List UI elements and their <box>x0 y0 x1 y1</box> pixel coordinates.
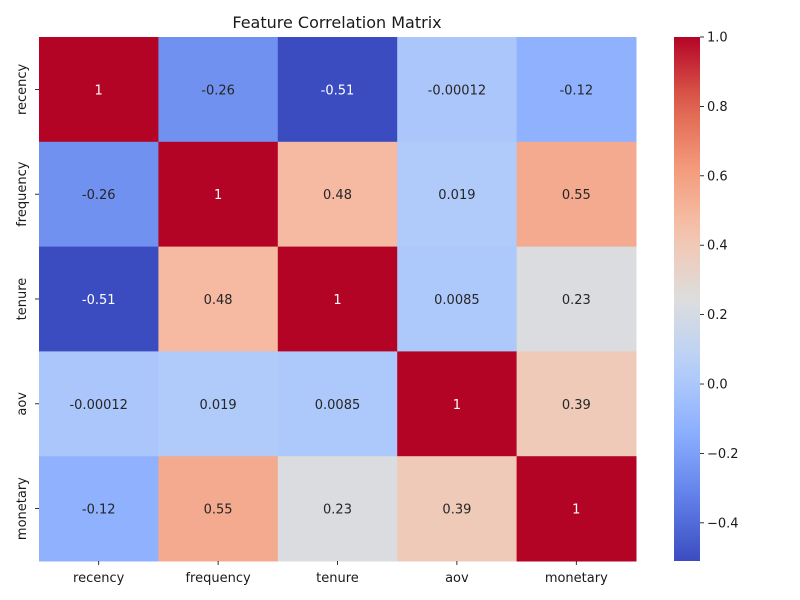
heatmap-cell-monetary-recency <box>39 456 159 562</box>
heatmap-cell-aov-tenure <box>277 351 398 457</box>
cell-label-frequency-tenure: 0.48 <box>323 188 352 203</box>
x-tick-label-monetary: monetary <box>545 571 608 586</box>
heatmap-cell-tenure-frequency <box>158 246 279 352</box>
y-tick-label-monetary: monetary <box>15 477 30 540</box>
heatmap-cell-aov-frequency <box>158 351 279 457</box>
heatmap-cell-labels: 1 -0.26 -0.51 -0.00012 -0.12 -0.26 1 0.48 0.019 0… <box>69 83 593 517</box>
cell-label-frequency-monetary: 0.55 <box>562 188 591 203</box>
cell-label-aov-tenure: 0.0085 <box>315 398 361 413</box>
colorbar-tick-label: 0.2 <box>707 308 728 323</box>
heatmap-cell-frequency-recency <box>39 141 159 248</box>
cell-label-tenure-tenure: 1 <box>333 293 341 308</box>
cell-label-monetary-recency: -0.12 <box>82 503 116 518</box>
heatmap-cell-frequency-frequency <box>158 141 279 248</box>
cell-label-aov-recency: -0.00012 <box>69 398 127 413</box>
y-tick-label-aov: aov <box>15 392 30 416</box>
cell-label-aov-frequency: 0.019 <box>199 398 236 413</box>
cell-label-tenure-monetary: 0.23 <box>562 293 591 308</box>
heatmap-cell-frequency-aov <box>397 141 518 248</box>
heatmap-cell-frequency-monetary <box>516 141 637 248</box>
heatmap-cell-monetary-tenure <box>277 456 398 562</box>
heatmap-cell-tenure-aov <box>397 246 518 352</box>
heatmap-cell-aov-monetary <box>516 351 637 457</box>
colorbar-tick-label: 0.0 <box>707 378 728 393</box>
heatmap-cell-tenure-tenure <box>277 246 398 352</box>
cell-label-frequency-frequency: 1 <box>214 188 222 203</box>
x-tick-label-recency: recency <box>73 571 125 586</box>
y-tick-label-recency: recency <box>15 63 30 115</box>
colorbar-tick-label: 0.8 <box>707 100 728 115</box>
cell-label-tenure-aov: 0.0085 <box>434 293 480 308</box>
cell-label-tenure-frequency: 0.48 <box>204 293 233 308</box>
cell-label-monetary-tenure: 0.23 <box>323 503 352 518</box>
colorbar: −0.4 −0.2 0.0 0.2 0.4 0.6 0.8 1.0 <box>674 31 739 561</box>
heatmap-cell-monetary-monetary <box>516 456 637 562</box>
cell-label-monetary-aov: 0.39 <box>442 503 471 518</box>
x-tick-label-tenure: tenure <box>316 571 359 586</box>
cell-label-frequency-aov: 0.019 <box>438 188 475 203</box>
cell-label-recency-recency: 1 <box>95 83 103 98</box>
cell-label-recency-aov: -0.00012 <box>428 83 486 98</box>
colorbar-tick-label: −0.2 <box>707 447 739 462</box>
chart-title: Feature Correlation Matrix <box>232 13 441 32</box>
colorbar-tick-label: 0.4 <box>707 239 728 254</box>
heatmap-cell-recency-recency <box>39 37 159 143</box>
colorbar-tick-label: 0.6 <box>707 169 728 184</box>
x-tick-label-aov: aov <box>445 571 469 586</box>
colorbar-tick-label: −0.4 <box>707 516 739 531</box>
heatmap-cell-tenure-recency <box>39 246 159 352</box>
y-tick-label-frequency: frequency <box>15 161 30 227</box>
x-axis: recency frequency tenure aov monetary <box>73 561 608 586</box>
cell-label-recency-monetary: -0.12 <box>559 83 593 98</box>
colorbar-tick-label: 1.0 <box>707 31 728 46</box>
cell-label-aov-monetary: 0.39 <box>562 398 591 413</box>
heatmap-cell-recency-tenure <box>277 37 398 143</box>
cell-label-tenure-recency: -0.51 <box>82 293 116 308</box>
heatmap-cell-recency-monetary <box>516 37 637 143</box>
y-tick-label-tenure: tenure <box>15 278 30 321</box>
cell-label-recency-frequency: -0.26 <box>201 83 235 98</box>
y-axis: recency frequency tenure aov monetary <box>15 63 39 540</box>
cell-label-recency-tenure: -0.51 <box>321 83 355 98</box>
cell-label-monetary-frequency: 0.55 <box>204 503 233 518</box>
heatmap-cell-aov-aov <box>397 351 518 457</box>
heatmap-cell-monetary-aov <box>397 456 518 562</box>
x-tick-label-frequency: frequency <box>185 571 251 586</box>
cell-label-frequency-recency: -0.26 <box>82 188 116 203</box>
cell-label-aov-aov: 1 <box>453 398 461 413</box>
heatmap-cell-recency-frequency <box>158 37 279 143</box>
heatmap-cell-recency-aov <box>397 37 518 143</box>
heatmap-cell-monetary-frequency <box>158 456 279 562</box>
heatmap-cell-frequency-tenure <box>277 141 398 248</box>
colorbar-gradient <box>674 37 700 561</box>
heatmap-cell-aov-recency <box>39 351 159 457</box>
heatmap-cells <box>39 37 637 562</box>
cell-label-monetary-monetary: 1 <box>572 503 580 518</box>
heatmap-cell-tenure-monetary <box>516 246 637 352</box>
